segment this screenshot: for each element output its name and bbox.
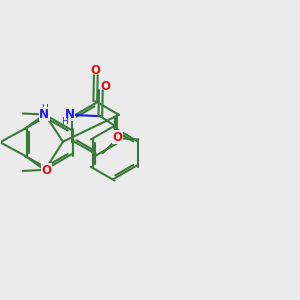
Text: O: O <box>91 64 101 77</box>
Text: O: O <box>100 80 110 93</box>
Text: O: O <box>112 131 122 144</box>
Text: N: N <box>65 108 75 121</box>
Text: N: N <box>39 108 49 121</box>
Text: O: O <box>41 164 52 177</box>
Text: H: H <box>61 117 68 126</box>
Text: H: H <box>41 104 48 113</box>
